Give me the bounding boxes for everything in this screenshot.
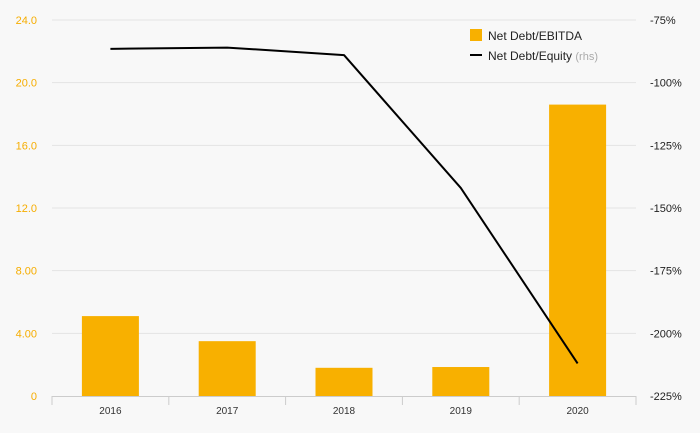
line-path xyxy=(110,46,579,364)
x-tick-label: 2018 xyxy=(333,406,356,417)
legend-label-net-debt-equity-name: Net Debt/Equity xyxy=(488,49,572,63)
right-tick-label: -200% xyxy=(650,328,682,340)
right-y-axis: -225% -200% -175% -150% -125% -100% -75% xyxy=(650,15,682,403)
left-tick-label: 0 xyxy=(31,391,37,403)
left-tick-label: 24.0 xyxy=(16,15,37,27)
legend: Net Debt/EBITDA Net Debt/Equity (rhs) xyxy=(470,29,598,63)
bar-series xyxy=(81,104,607,396)
x-tick-label: 2016 xyxy=(99,406,122,417)
bar xyxy=(315,367,373,396)
legend-swatch-net-debt-ebitda xyxy=(470,29,482,41)
left-tick-label: 4.00 xyxy=(16,328,37,340)
right-tick-label: -100% xyxy=(650,78,682,90)
gridlines xyxy=(52,19,636,334)
left-tick-label: 20.0 xyxy=(16,78,37,90)
right-tick-label: -150% xyxy=(650,203,682,215)
legend-label-net-debt-ebitda: Net Debt/EBITDA xyxy=(488,29,582,43)
right-tick-label: -225% xyxy=(650,391,682,403)
bar xyxy=(198,341,256,396)
left-tick-label: 16.0 xyxy=(16,140,37,152)
right-tick-label: -125% xyxy=(650,140,682,152)
bar xyxy=(549,104,607,396)
left-tick-label: 12.0 xyxy=(16,203,37,215)
right-tick-label: -175% xyxy=(650,266,682,278)
left-tick-label: 8.00 xyxy=(16,266,37,278)
bar xyxy=(432,367,490,396)
legend-label-rhs-suffix: (rhs) xyxy=(575,51,598,63)
bar xyxy=(81,316,139,396)
line-series xyxy=(110,46,579,364)
legend-label-net-debt-equity: Net Debt/Equity (rhs) xyxy=(488,49,598,63)
x-tick-label: 2019 xyxy=(450,406,473,417)
x-axis: 2016 2017 2018 2019 2020 xyxy=(51,396,637,417)
left-y-axis: 0 4.00 8.00 12.0 16.0 20.0 24.0 xyxy=(16,15,37,403)
x-tick-label: 2020 xyxy=(566,406,589,417)
x-tick-label: 2017 xyxy=(216,406,239,417)
right-tick-label: -75% xyxy=(650,15,676,27)
